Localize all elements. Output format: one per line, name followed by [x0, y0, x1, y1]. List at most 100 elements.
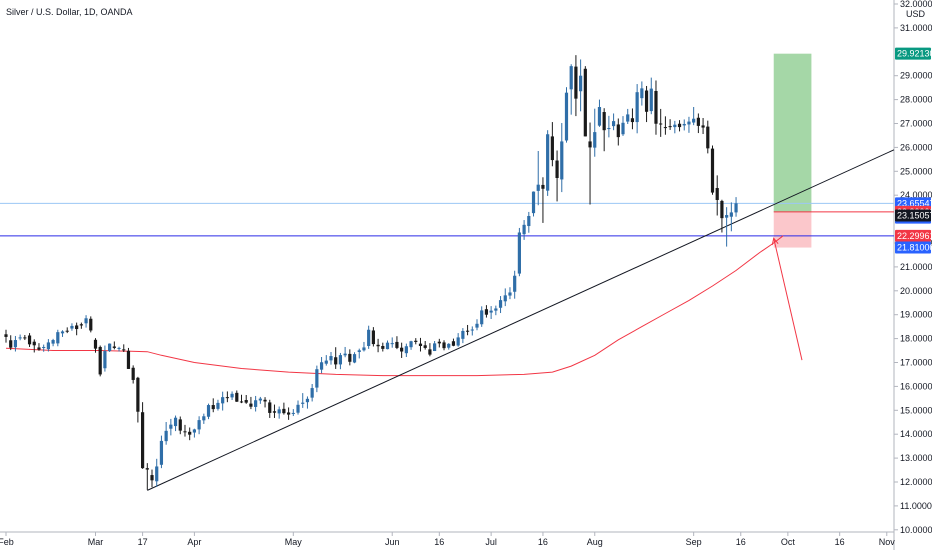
candle-body	[282, 408, 286, 414]
candle-body	[564, 92, 569, 141]
x-tick-label: Jul	[485, 537, 497, 547]
candle-body	[164, 430, 168, 442]
candle-body	[409, 341, 413, 348]
candle-body	[489, 310, 493, 313]
candle-body	[239, 401, 244, 403]
candle-body	[216, 402, 220, 409]
candle-body	[640, 88, 644, 99]
x-tick-label: Nov	[879, 537, 896, 547]
y-tick-label: 18.00000	[900, 334, 932, 344]
candle-body	[442, 342, 446, 349]
candle-body	[291, 412, 295, 414]
candle-body	[362, 347, 366, 351]
candle-body	[235, 392, 239, 402]
y-tick-label: 17.00000	[900, 358, 932, 368]
y-tick-label: 27.00000	[900, 119, 932, 129]
candle-body	[673, 124, 677, 128]
profit-zone[interactable]	[773, 53, 812, 212]
y-tick-label: 14.00000	[900, 429, 932, 439]
candle-body	[720, 200, 724, 219]
candle-body	[484, 309, 489, 315]
candle-body	[715, 188, 719, 200]
candle-body	[13, 340, 18, 348]
candle-body	[583, 68, 587, 137]
candle-body	[315, 369, 319, 388]
candle-body	[734, 203, 738, 213]
x-tick-label: 17	[138, 537, 148, 547]
candle-body	[263, 399, 267, 402]
candle-body	[593, 132, 597, 148]
candle-body	[169, 424, 173, 429]
candle-body	[112, 346, 116, 348]
candle-body	[211, 405, 215, 410]
candle-body	[367, 329, 371, 347]
candle-body	[329, 356, 333, 361]
candle-body	[23, 337, 27, 339]
x-tick-label: Mar	[88, 537, 104, 547]
candle-body	[659, 123, 663, 125]
candle-body	[560, 141, 564, 180]
x-tick-label: Oct	[781, 537, 796, 547]
price-tag	[895, 241, 931, 254]
chart-title: Silver / U.S. Dollar, 1D, OANDA	[6, 7, 133, 17]
candle-body	[423, 345, 427, 348]
y-tick-label: 21.00000	[900, 262, 932, 272]
candle-body	[287, 412, 291, 415]
candle-body	[371, 330, 375, 345]
annotation-arrow[interactable]	[773, 238, 803, 361]
candle-body	[136, 377, 140, 412]
candle-body	[206, 405, 211, 417]
candle-body	[710, 148, 715, 193]
candle-body	[475, 323, 479, 328]
candle-body	[65, 330, 69, 332]
candle-body	[677, 123, 682, 128]
candle-body	[418, 343, 423, 347]
candle-body	[428, 349, 432, 355]
candle-body	[706, 126, 710, 149]
candle-body	[649, 88, 653, 112]
candle-body	[221, 397, 225, 404]
candle-body	[616, 124, 620, 138]
candle-body	[122, 349, 126, 351]
candle-body	[188, 431, 192, 435]
y-tick-label: 28.00000	[900, 95, 932, 105]
candle-body	[98, 346, 102, 375]
candle-body	[536, 184, 540, 191]
axis-lines	[0, 0, 895, 550]
candle-body	[602, 112, 606, 131]
candle-body	[103, 351, 107, 369]
trendline[interactable]	[147, 149, 895, 491]
candle-body	[46, 342, 50, 350]
candle-body	[729, 212, 733, 217]
candle-body	[159, 440, 164, 465]
candle-body	[527, 215, 531, 227]
candle-body	[75, 325, 79, 330]
candle-body	[117, 347, 121, 349]
y-tick-label: 26.00000	[900, 142, 932, 152]
loss-zone[interactable]	[773, 211, 812, 248]
price-tags: 29.9213023.6554702:11:5823.3000023.15057…	[895, 47, 932, 254]
candle-body	[18, 337, 22, 339]
candle-body	[93, 339, 98, 349]
candle-body	[546, 134, 550, 191]
y-tick-label: 25.00000	[900, 166, 932, 176]
candle-body	[197, 420, 201, 430]
candle-body	[461, 330, 465, 339]
candle-body	[381, 346, 385, 349]
candle-body	[37, 347, 41, 350]
candle-body	[140, 412, 145, 469]
x-tick-label: Sep	[686, 537, 702, 547]
candle-body	[150, 475, 154, 481]
candle-body	[621, 122, 625, 135]
x-tick-label: Aug	[587, 537, 603, 547]
price-tag-label: 22.29961	[897, 231, 932, 241]
candle-body	[79, 324, 83, 326]
candle-body	[465, 330, 470, 332]
y-tick-label: 11.00000	[900, 501, 932, 511]
candle-body	[108, 343, 112, 352]
candle-body	[51, 340, 55, 344]
candle-body	[42, 346, 46, 348]
candle-body	[494, 308, 498, 311]
moving-average-line[interactable]	[5, 235, 784, 377]
